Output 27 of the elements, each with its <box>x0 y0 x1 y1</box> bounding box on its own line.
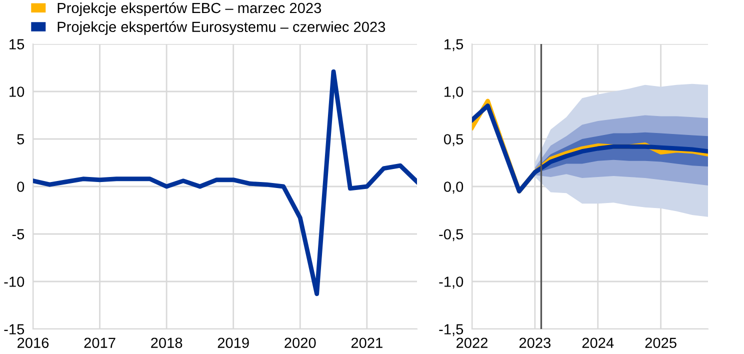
y-tick-label: 1,5 <box>444 39 464 52</box>
y-tick-label: 0,0 <box>444 182 464 194</box>
x-tick-label: 2020 <box>284 338 316 348</box>
x-tick-label: 2024 <box>582 338 614 348</box>
y-tick-label: -10 <box>4 276 24 287</box>
y-tick-label: -15 <box>4 324 24 334</box>
y-tick-label: 0,5 <box>444 134 464 146</box>
y-tick-label: -1,0 <box>439 276 464 289</box>
y-tick-label: -1,5 <box>439 324 464 336</box>
legend-label: Projekcje ekspertów EBC – marzec 2023 <box>58 2 322 16</box>
y-tick-label: 5 <box>17 134 24 144</box>
x-tick-label: 2025 <box>645 338 676 348</box>
y-tick-label: -0,5 <box>439 229 464 242</box>
x-tick-label: 2019 <box>218 338 249 348</box>
y-tick-label: 10 <box>10 86 24 97</box>
line-series <box>33 69 417 296</box>
y-tick-label: -5 <box>12 229 24 240</box>
x-tick-label: 2022 <box>456 338 488 348</box>
x-tick-label: 2016 <box>18 338 49 348</box>
x-tick-label: 2023 <box>519 338 551 348</box>
y-tick-label: 0 <box>17 182 24 192</box>
y-tick-label: 1,0 <box>444 86 464 99</box>
x-tick-label: 2017 <box>84 338 116 348</box>
y-tick-label: 15 <box>10 39 24 50</box>
x-tick-label: 2018 <box>151 338 182 348</box>
x-tick-label: 2021 <box>351 338 382 348</box>
legend-label: Projekcje ekspertów Eurosystemu – czerwiec 2023 <box>58 21 386 35</box>
